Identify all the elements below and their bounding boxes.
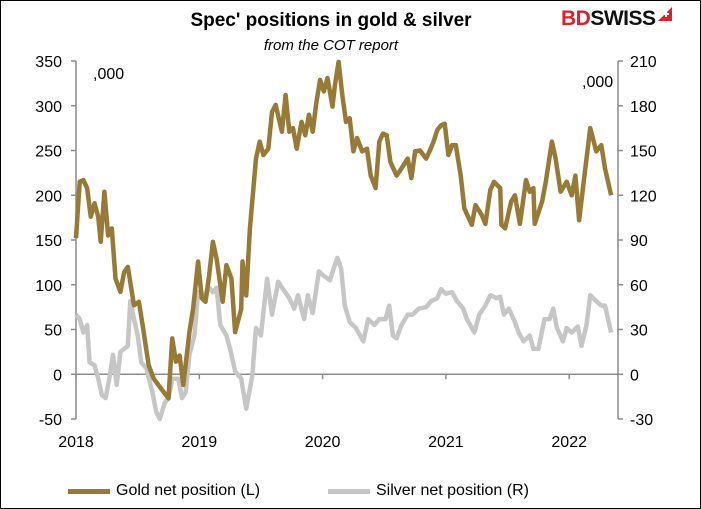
left-tick-label: 150: [35, 233, 62, 250]
right-tick-label: 210: [630, 54, 657, 71]
chart-subtitle: from the COT report: [263, 37, 399, 54]
left-tick-label: 0: [53, 367, 62, 384]
legend-label-silver: Silver net position (R): [376, 482, 529, 499]
right-tick-label: 150: [630, 144, 657, 161]
right-unit-label: ,000: [582, 74, 613, 91]
swiss-flag-icon: [657, 7, 672, 21]
left-unit-label: ,000: [93, 66, 124, 83]
legend-item-gold: Gold net position (L): [68, 482, 260, 500]
left-tick-label: 100: [35, 278, 62, 295]
right-tick-label: 30: [630, 323, 648, 340]
left-tick-label: 250: [35, 144, 62, 161]
silver-series-line: [74, 255, 614, 422]
left-tick-label: 200: [35, 188, 62, 205]
brand-logo: BDSWISS: [561, 7, 672, 31]
right-tick-label: 120: [630, 188, 657, 205]
right-tick-label: -30: [630, 412, 653, 429]
right-tick-label: 90: [630, 233, 648, 250]
left-tick-label: -50: [39, 412, 62, 429]
x-tick-label: 2020: [305, 434, 341, 451]
legend-swatch-silver: [328, 488, 370, 494]
right-tick-label: 0: [630, 367, 639, 384]
left-tick-label: 350: [35, 54, 62, 71]
left-tick-label: 50: [44, 323, 62, 340]
right-tick-label: 60: [630, 278, 648, 295]
right-tick-label: 180: [630, 99, 657, 116]
x-tick-label: 2018: [58, 434, 94, 451]
chart-title: Spec' positions in gold & silver: [190, 10, 472, 31]
x-tick-label: 2019: [182, 434, 218, 451]
x-tick-label: 2021: [428, 434, 464, 451]
legend-label-gold: Gold net position (L): [116, 482, 261, 499]
legend-item-silver: Silver net position (R): [328, 482, 529, 500]
legend-swatch-gold: [68, 488, 110, 494]
left-tick-label: 300: [35, 99, 62, 116]
x-tick-label: 2022: [551, 434, 587, 451]
gold-series-line: [73, 59, 614, 401]
